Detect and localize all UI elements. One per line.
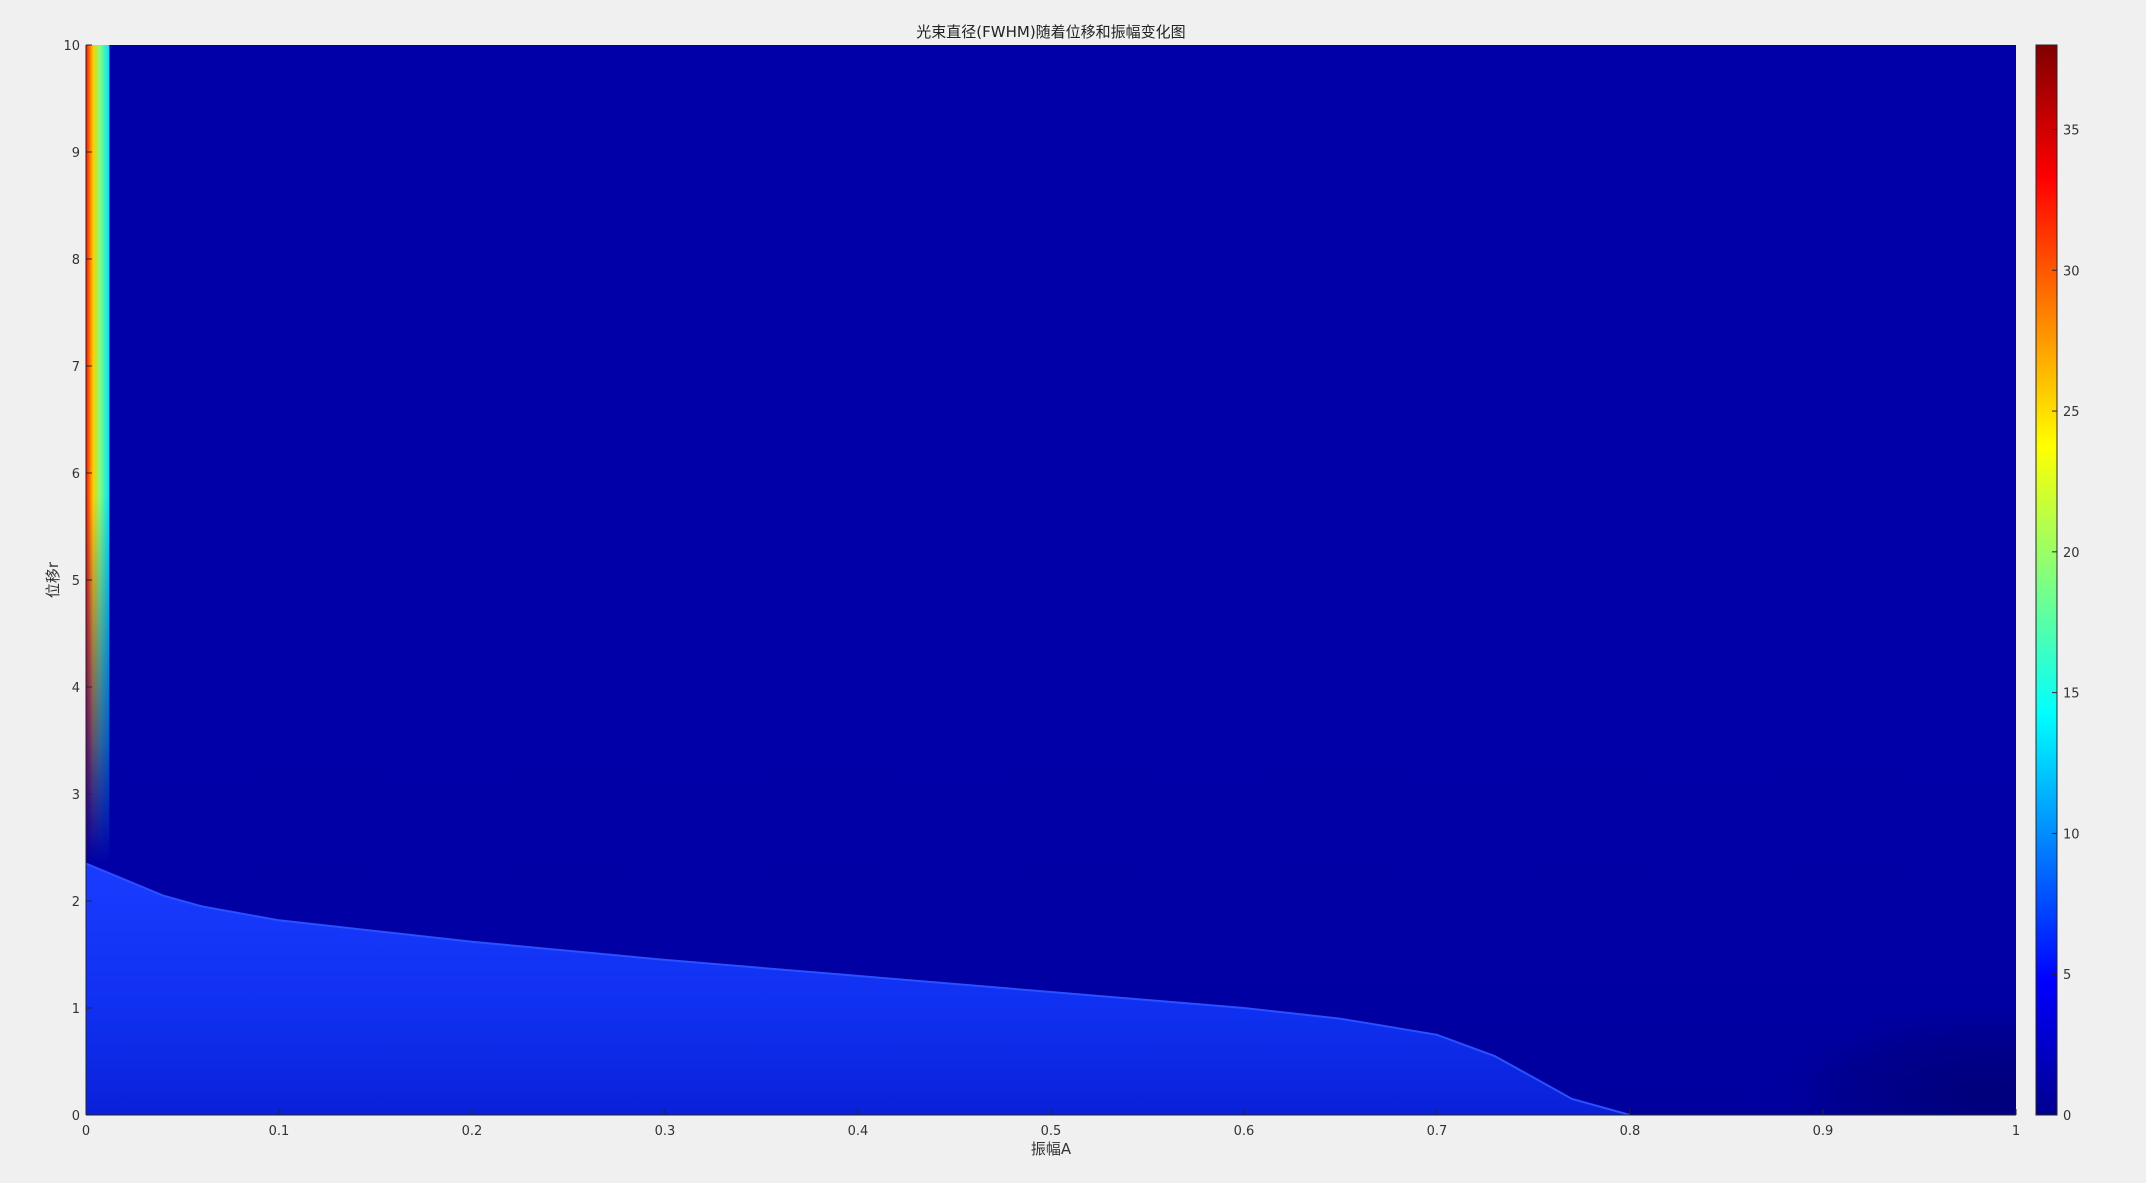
colorbar-axis: 0 5 10 15 20 25 30 35 xyxy=(2052,123,2080,1124)
y-tick-label: 10 xyxy=(63,39,80,54)
y-tick-label: 4 xyxy=(72,681,80,696)
y-tick-label: 0 xyxy=(72,1109,80,1124)
y-axis: 0 1 2 3 4 5 6 7 8 9 10 xyxy=(63,39,92,1124)
x-axis: 0 0.1 0.2 0.3 0.4 0.5 0.6 0.7 0.8 0.9 1 xyxy=(82,1109,2020,1139)
x-tick-label: 1 xyxy=(2012,1124,2020,1139)
heatmap-plot-area xyxy=(86,45,2016,1115)
x-tick-label: 0.4 xyxy=(848,1124,869,1139)
colorbar-tick-label: 10 xyxy=(2063,827,2080,842)
chart-title: 光束直径(FWHM)随着位移和振幅变化图 xyxy=(916,23,1185,41)
y-tick-label: 7 xyxy=(72,360,80,375)
heatmap-high-strip xyxy=(86,45,110,864)
colorbar-tick-label: 5 xyxy=(2063,968,2071,983)
y-tick-label: 2 xyxy=(72,895,80,910)
x-axis-label: 振幅A xyxy=(1031,1140,1072,1158)
colorbar-tick-label: 25 xyxy=(2063,405,2080,420)
x-tick-label: 0.7 xyxy=(1427,1124,1448,1139)
colorbar-tick-label: 35 xyxy=(2063,123,2080,138)
y-tick-label: 5 xyxy=(72,574,80,589)
x-tick-label: 0.1 xyxy=(269,1124,290,1139)
x-tick-label: 0.5 xyxy=(1041,1124,1062,1139)
colorbar-tick-label: 15 xyxy=(2063,687,2080,702)
y-axis-label: 位移r xyxy=(44,561,62,598)
heatmap-low-region xyxy=(1707,986,2016,1115)
y-tick-label: 8 xyxy=(72,253,80,268)
x-tick-label: 0 xyxy=(82,1124,90,1139)
x-tick-label: 0.6 xyxy=(1234,1124,1255,1139)
colorbar-tick-label: 0 xyxy=(2063,1109,2071,1124)
colorbar-tick-label: 20 xyxy=(2063,546,2080,561)
heatmap-boundary-region xyxy=(86,863,1630,1115)
x-tick-label: 0.2 xyxy=(462,1124,483,1139)
heatmap-boundary-edge xyxy=(86,862,1631,1115)
y-tick-label: 3 xyxy=(72,788,80,803)
x-tick-label: 0.3 xyxy=(655,1124,676,1139)
y-tick-label: 9 xyxy=(72,146,80,161)
y-tick-label: 1 xyxy=(72,1002,80,1017)
x-tick-label: 0.9 xyxy=(1813,1124,1834,1139)
y-tick-label: 6 xyxy=(72,467,80,482)
colorbar xyxy=(2035,44,2058,1116)
colorbar-tick-label: 30 xyxy=(2063,264,2080,279)
x-tick-label: 0.8 xyxy=(1620,1124,1641,1139)
